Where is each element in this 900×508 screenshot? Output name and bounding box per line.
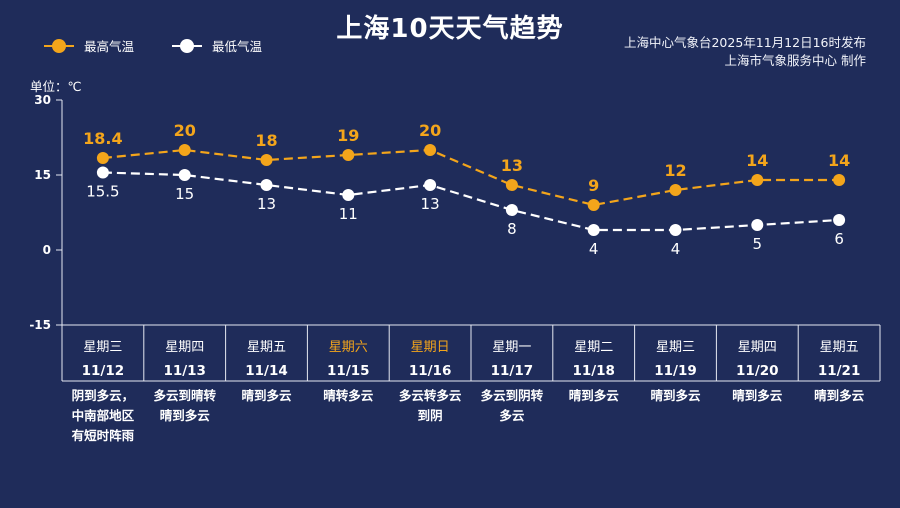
data-label-low: 8 [507, 220, 517, 238]
weather-description: 晴到多云 [814, 388, 865, 403]
weekday-label: 星期三 [83, 340, 122, 355]
data-label-high: 19 [337, 126, 359, 145]
weather-description: 阴到多云， [72, 388, 135, 403]
unit-label: 单位：℃ [30, 79, 82, 94]
data-label-low: 15 [175, 185, 194, 203]
data-point-low [751, 219, 764, 231]
date-label: 11/21 [818, 363, 861, 379]
weekday-label: 星期四 [738, 340, 777, 355]
weather-description: 中南部地区 [72, 408, 135, 423]
data-point-low [260, 179, 273, 191]
weather-description: 多云转多云 [399, 388, 462, 403]
weekday-label: 星期五 [247, 340, 286, 355]
data-point-high [342, 149, 355, 161]
weather-description: 有短时阵雨 [72, 428, 135, 443]
weather-description: 晴到多云 [650, 388, 701, 403]
weekday-label: 星期四 [165, 340, 204, 355]
data-label-high: 9 [588, 176, 599, 195]
weather-description: 晴到多云 [160, 408, 211, 423]
data-label-low: 5 [753, 235, 763, 253]
date-label: 11/12 [82, 363, 125, 379]
data-label-low: 15.5 [86, 183, 119, 201]
data-point-low [833, 214, 846, 226]
data-label-high: 14 [746, 151, 768, 170]
weekday-label: 星期一 [492, 340, 531, 355]
data-label-low: 11 [339, 205, 358, 223]
data-point-low [96, 166, 109, 179]
data-point-low [505, 204, 518, 216]
legend-label-high: 最高气温 [84, 39, 135, 54]
series-line-low [102, 171, 840, 232]
data-label-high: 12 [664, 161, 686, 180]
data-point-high [424, 144, 437, 156]
date-label: 11/15 [327, 363, 370, 379]
weather-description: 多云 [499, 408, 525, 423]
weekday-label: 星期日 [411, 340, 450, 355]
page-title: 上海10天天气趋势 [336, 14, 564, 44]
data-label-high: 20 [174, 121, 196, 140]
data-label-high: 18.4 [83, 129, 122, 148]
legend: 最高气温 最低气温 [44, 36, 262, 55]
publisher-line-1: 上海中心气象台2025年11月12日16时发布 [623, 35, 866, 50]
data-label-high: 20 [419, 121, 441, 140]
data-point-high [505, 179, 518, 191]
data-point-low [669, 224, 682, 236]
data-label-low: 4 [671, 240, 681, 258]
date-label: 11/17 [491, 363, 534, 379]
y-tick-label: 30 [34, 93, 51, 107]
data-point-low [424, 179, 437, 191]
legend-item-high: 最高气温 [44, 36, 134, 55]
legend-label-low: 最低气温 [212, 39, 263, 54]
legend-swatch-high [44, 38, 74, 53]
date-label: 11/13 [163, 363, 206, 379]
weekday-label: 星期三 [656, 340, 695, 355]
y-tick-label: 0 [43, 243, 51, 257]
date-label: 11/16 [409, 363, 452, 379]
data-point-high [587, 199, 600, 211]
y-tick-label: 15 [34, 168, 51, 182]
data-label-low: 6 [834, 230, 844, 248]
data-point-low [342, 189, 355, 201]
data-label-high: 14 [828, 151, 850, 170]
weekday-label: 星期五 [820, 340, 859, 355]
date-label: 11/14 [245, 363, 288, 379]
weather-description: 晴到多云 [241, 388, 292, 403]
data-label-low: 13 [421, 195, 440, 213]
data-point-high [260, 154, 273, 166]
date-label: 11/19 [654, 363, 697, 379]
y-tick-label: -15 [29, 318, 51, 332]
publisher-line-2: 上海市气象服务中心 制作 [724, 53, 866, 68]
data-point-high [96, 152, 109, 164]
weekday-label: 星期六 [329, 340, 368, 355]
weather-description: 晴到多云 [732, 388, 783, 403]
data-point-low [178, 169, 191, 181]
weather-description: 到阴 [418, 408, 443, 423]
legend-item-low: 最低气温 [172, 36, 262, 55]
data-label-low: 4 [589, 240, 599, 258]
weather-description: 多云到晴转 [153, 388, 216, 403]
series-line-high [102, 148, 840, 207]
weekday-label: 星期二 [574, 340, 613, 355]
date-label: 11/20 [736, 363, 779, 379]
data-label-low: 13 [257, 195, 276, 213]
data-point-high [751, 174, 764, 186]
weather-description: 晴转多云 [323, 388, 374, 403]
date-label: 11/18 [572, 363, 615, 379]
publisher-info: 上海中心气象台2025年11月12日16时发布 上海市气象服务中心 制作 [624, 34, 866, 70]
weather-description: 多云到阴转 [481, 388, 544, 403]
data-label-high: 13 [501, 156, 523, 175]
data-point-low [587, 224, 600, 236]
data-point-high [833, 174, 846, 186]
data-point-high [669, 184, 682, 196]
weather-description: 晴到多云 [569, 388, 620, 403]
data-label-high: 18 [255, 131, 277, 150]
data-point-high [178, 144, 191, 156]
legend-swatch-low [172, 38, 203, 53]
